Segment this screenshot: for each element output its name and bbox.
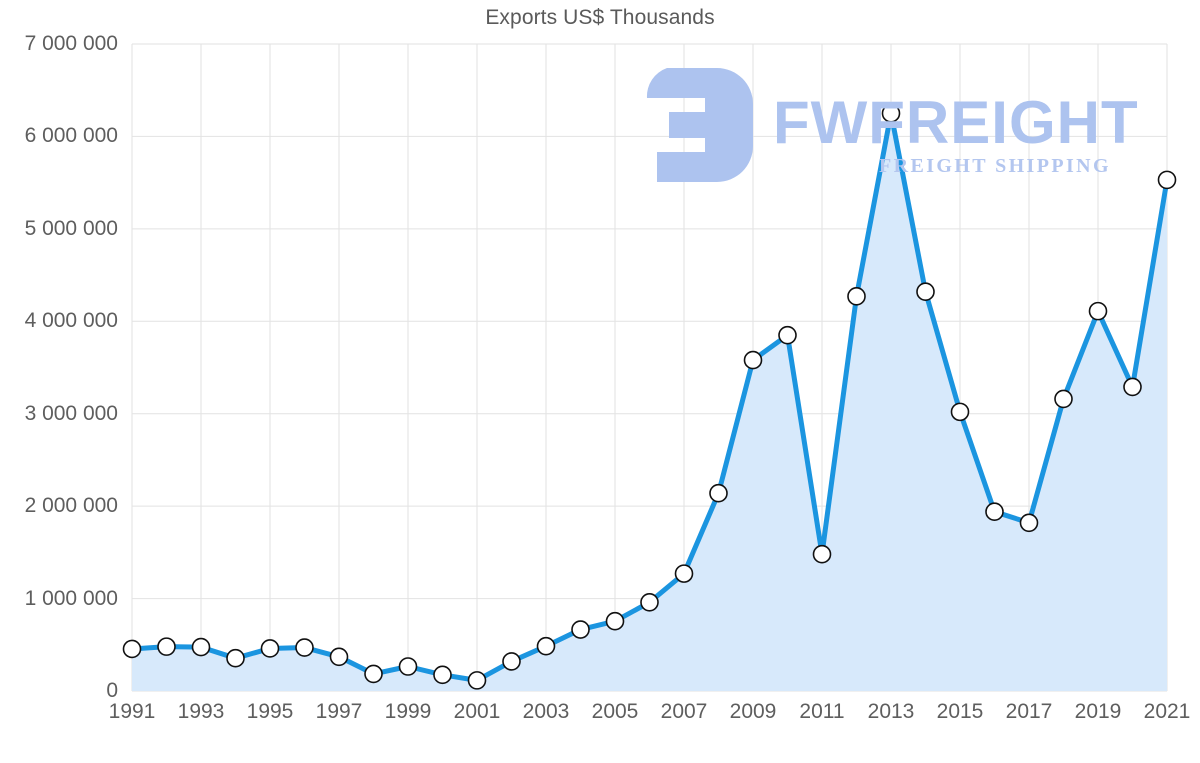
- data-point-marker[interactable]: [157, 637, 176, 656]
- data-point-marker[interactable]: [1123, 377, 1142, 397]
- data-point-marker[interactable]: [191, 637, 211, 657]
- data-markers: [122, 104, 1177, 690]
- data-point-marker[interactable]: [709, 483, 728, 503]
- y-axis-tick-label: 5 000 000: [24, 216, 118, 240]
- x-axis-tick-label: 1993: [177, 700, 225, 723]
- data-point-marker[interactable]: [1019, 513, 1039, 533]
- y-axis-tick-label: 6 000 000: [24, 124, 118, 148]
- y-axis-tick-label: 1 000 000: [24, 586, 118, 610]
- data-point-marker[interactable]: [743, 350, 763, 370]
- data-point-marker[interactable]: [640, 592, 659, 612]
- data-point-marker[interactable]: [778, 325, 797, 345]
- data-point-marker[interactable]: [122, 639, 142, 659]
- x-axis-tick-label: 2017: [1005, 700, 1053, 723]
- data-point-marker[interactable]: [502, 652, 521, 671]
- x-axis-tick-label: 1995: [246, 700, 294, 723]
- y-axis-tick-label: 4 000 000: [24, 309, 118, 333]
- data-point-marker[interactable]: [1157, 170, 1177, 190]
- plot-area: [122, 43, 1177, 692]
- x-axis-tick-label: 2013: [867, 700, 915, 723]
- data-point-marker[interactable]: [467, 671, 487, 690]
- data-point-marker[interactable]: [364, 664, 383, 684]
- x-axis-tick-label: 2001: [453, 700, 501, 723]
- data-point-marker[interactable]: [1054, 389, 1073, 409]
- data-point-marker[interactable]: [329, 647, 349, 667]
- x-axis-tick-label: 2003: [522, 700, 570, 723]
- data-point-marker[interactable]: [812, 544, 832, 564]
- x-axis-tick-label: 2021: [1143, 700, 1191, 723]
- data-point-marker[interactable]: [950, 402, 970, 422]
- x-axis-tick-label: 2007: [660, 700, 708, 723]
- y-axis-tick-label: 7 000 000: [24, 32, 118, 55]
- x-axis-tick-label: 2009: [729, 700, 777, 723]
- data-point-marker[interactable]: [433, 665, 452, 685]
- data-point-marker[interactable]: [536, 636, 556, 656]
- data-point-marker[interactable]: [881, 104, 901, 123]
- chart-plot-svg: [122, 43, 1177, 692]
- chart-title: Exports US$ Thousands: [485, 6, 715, 29]
- data-point-marker[interactable]: [674, 564, 694, 583]
- x-axis-labels: 1991 1993 1995 1997 1999 2001 2003 2005 2007 2009…: [0, 700, 1200, 750]
- x-axis-tick-label: 1997: [315, 700, 363, 723]
- data-point-marker[interactable]: [226, 648, 245, 668]
- data-point-marker[interactable]: [571, 620, 590, 639]
- x-axis-tick-label: 1991: [108, 700, 156, 723]
- y-axis-tick-label: 2 000 000: [24, 494, 118, 518]
- data-point-marker[interactable]: [295, 638, 314, 657]
- data-point-marker[interactable]: [1088, 301, 1108, 321]
- x-axis-tick-label: 2019: [1074, 700, 1122, 723]
- data-point-marker[interactable]: [847, 287, 866, 306]
- y-axis-tick-label: 3 000 000: [24, 401, 118, 425]
- data-point-marker[interactable]: [260, 639, 280, 658]
- data-point-marker[interactable]: [985, 502, 1004, 521]
- x-axis-tick-label: 2015: [936, 700, 984, 723]
- area-fill: [132, 113, 1167, 692]
- data-point-marker[interactable]: [398, 657, 418, 676]
- y-axis-tick-label: 0: [106, 679, 118, 702]
- x-axis-tick-label: 2011: [799, 700, 845, 723]
- data-point-marker[interactable]: [916, 282, 935, 302]
- y-axis-labels: 0 1 000 000 2 000 000 3 000 000 4 000 000 5 0…: [0, 0, 132, 763]
- x-axis-tick-label: 2005: [591, 700, 639, 723]
- data-point-marker[interactable]: [605, 611, 625, 631]
- x-axis-tick-label: 1999: [384, 700, 432, 723]
